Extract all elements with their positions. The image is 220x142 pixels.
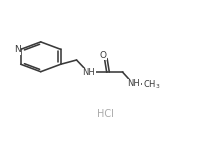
Text: N: N bbox=[14, 45, 20, 54]
Text: CH$_3$: CH$_3$ bbox=[143, 78, 160, 91]
Text: HCl: HCl bbox=[97, 109, 114, 119]
Text: NH: NH bbox=[82, 68, 95, 77]
Text: NH: NH bbox=[128, 80, 140, 88]
Text: O: O bbox=[99, 51, 106, 59]
